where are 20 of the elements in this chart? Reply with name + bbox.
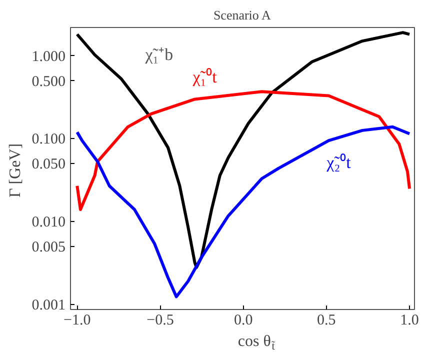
line-series [76,90,412,212]
x-tick-label: 1.0 [400,312,419,328]
y-tick-label: 0.001 [32,297,66,314]
x-tick-label: 0.5 [317,312,336,328]
y-axis-title: Γ [GeV] [6,143,24,198]
line-series [76,125,412,298]
series-label: χ̃₂⁰t [326,153,352,172]
line-series [76,31,412,269]
y-tick-label: 0.005 [32,240,66,256]
y-tick-label: 0.500 [32,74,66,90]
series-label: χ̃₁⁺b [144,45,174,64]
y-tick-label: 0.010 [32,214,66,231]
x-tick-label: −0.5 [146,312,174,328]
y-tick-label: 0.050 [32,156,66,173]
y-tick-label: 0.100 [32,132,66,148]
x-tick-label: −1.0 [64,312,91,328]
chart-title: Scenario A [213,8,272,22]
x-tick-label: 0.0 [234,312,253,328]
series-label: χ̃₁⁰t [192,68,218,87]
y-tick-label: 1.000 [32,48,66,65]
